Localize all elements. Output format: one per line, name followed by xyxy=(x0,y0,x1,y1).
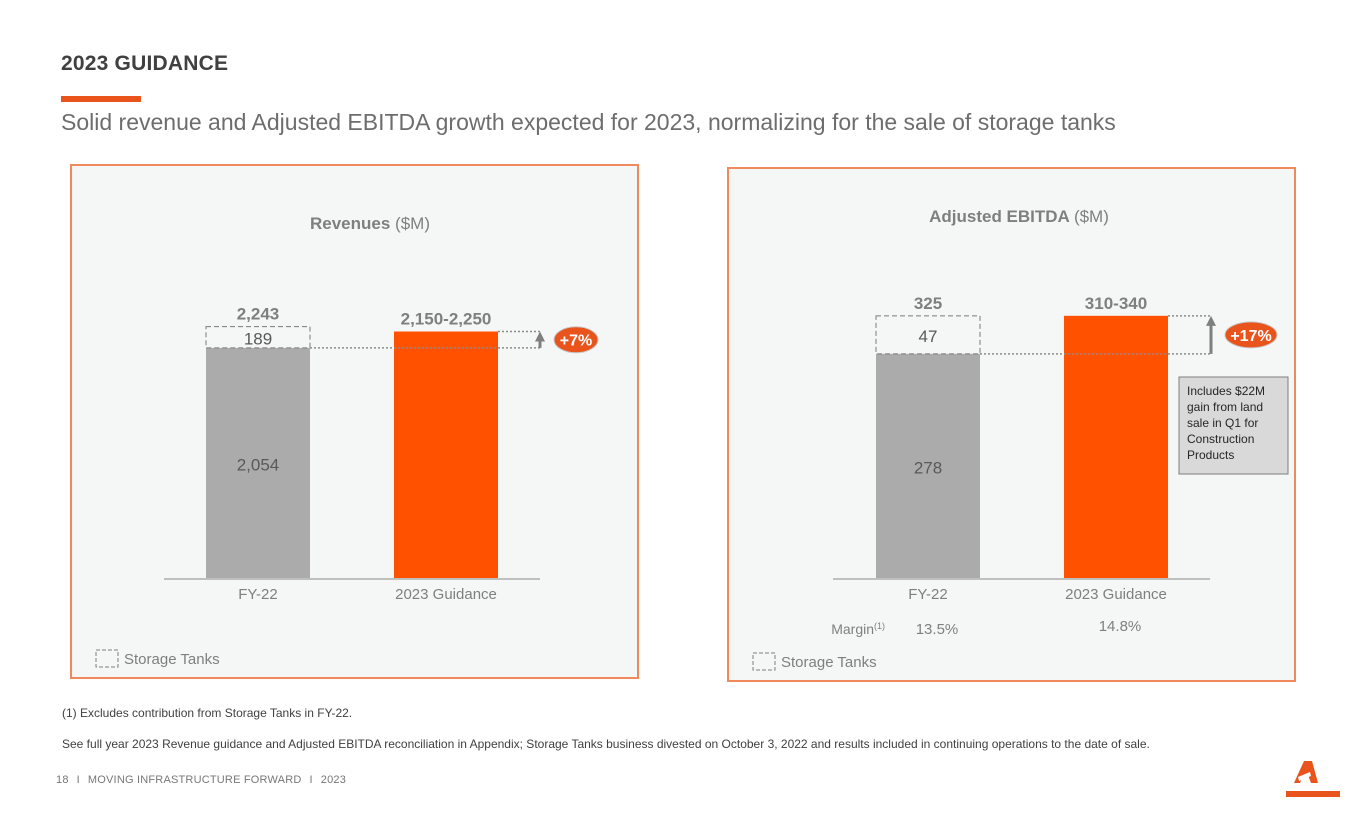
revenue-chart-panel: Revenues ($M) 2,054 189 2,243 2,150-2,250 +7%… xyxy=(70,164,639,679)
arcosa-logo-icon xyxy=(1286,761,1340,797)
legend-swatch-storage-tanks xyxy=(95,649,119,668)
x-tick-label: FY-22 xyxy=(238,586,277,603)
footer-separator: I xyxy=(309,774,313,786)
margin-value-fy22: 13.5% xyxy=(916,621,959,638)
growth-arrow-head-icon xyxy=(535,331,545,342)
ebitda-chart: Adjusted EBITDA ($M) 278 47 325 310-340 +17% F… xyxy=(752,207,1289,671)
ebitda-chart-panel: Adjusted EBITDA ($M) 278 47 325 310-340 +17% F… xyxy=(727,167,1296,682)
growth-badge-label: +7% xyxy=(560,333,592,350)
land-sale-note-line: gain from land xyxy=(1187,400,1263,414)
revenue-chart: Revenues ($M) 2,054 189 2,243 2,150-2,250 +7%… xyxy=(95,214,599,668)
fy22-storage-tanks-bar xyxy=(205,326,311,349)
legend-swatch-storage-tanks xyxy=(752,652,776,671)
guidance-bar xyxy=(394,331,498,579)
chart-title-unit: ($M) xyxy=(395,214,430,233)
growth-badge xyxy=(553,326,599,354)
legend-label: Storage Tanks xyxy=(781,654,877,671)
land-sale-note-line: Products xyxy=(1187,448,1234,462)
legend-label: Storage Tanks xyxy=(124,651,220,668)
guidance-range-label: 310-340 xyxy=(1085,294,1147,313)
margin-footnote-ref: (1) xyxy=(874,621,885,631)
guidance-range-label: 2,150-2,250 xyxy=(401,310,492,329)
fy22-total-label: 325 xyxy=(914,294,942,313)
chart-title-bold: Revenues xyxy=(310,214,395,233)
margin-label: Margin(1) xyxy=(831,621,885,637)
footnote-1: (1) Excludes contribution from Storage T… xyxy=(62,706,353,720)
fy22-base-label: 2,054 xyxy=(237,455,280,474)
land-sale-note-line: Includes $22M xyxy=(1187,384,1265,398)
chart-title: Revenues ($M) xyxy=(310,214,430,233)
page-title: 2023 GUIDANCE xyxy=(61,52,229,75)
growth-badge-label: +17% xyxy=(1230,328,1271,345)
fy22-total-label: 2,243 xyxy=(237,305,280,324)
fy22-storage-tanks-bar xyxy=(875,315,981,355)
x-tick-label: FY-22 xyxy=(908,586,947,603)
land-sale-note-line: Construction xyxy=(1187,432,1254,446)
footer-year: 2023 xyxy=(320,774,347,786)
chart-title-bold: Adjusted EBITDA xyxy=(929,207,1074,226)
land-sale-note-box xyxy=(1178,376,1289,475)
land-sale-note-line: sale in Q1 for xyxy=(1187,416,1258,430)
chart-title: Adjusted EBITDA ($M) xyxy=(929,207,1109,226)
fy22-continuing-bar xyxy=(876,353,980,579)
margin-label-text: Margin xyxy=(831,621,874,637)
page-footer: 18 I MOVING INFRASTRUCTURE FORWARD I 2023 xyxy=(56,774,354,786)
fy22-continuing-bar xyxy=(206,347,310,579)
title-accent-rule xyxy=(61,96,141,102)
margin-value-guidance: 14.8% xyxy=(1099,618,1142,635)
footer-separator: I xyxy=(76,774,80,786)
fy22-storage-label: 47 xyxy=(919,327,938,346)
guidance-bar xyxy=(1064,315,1168,579)
fy22-base-label: 278 xyxy=(914,458,942,477)
growth-arrow-head-icon xyxy=(1206,315,1216,326)
fy22-storage-label: 189 xyxy=(244,329,272,348)
page-number: 18 xyxy=(56,774,69,786)
page-subtitle: Solid revenue and Adjusted EBITDA growth… xyxy=(61,109,1116,135)
growth-badge xyxy=(1224,321,1278,349)
x-tick-label: 2023 Guidance xyxy=(395,586,497,603)
chart-title-unit: ($M) xyxy=(1074,207,1109,226)
x-tick-label: 2023 Guidance xyxy=(1065,586,1167,603)
footer-tagline: MOVING INFRASTRUCTURE FORWARD xyxy=(87,774,302,786)
footnote-2: See full year 2023 Revenue guidance and … xyxy=(62,737,1150,751)
